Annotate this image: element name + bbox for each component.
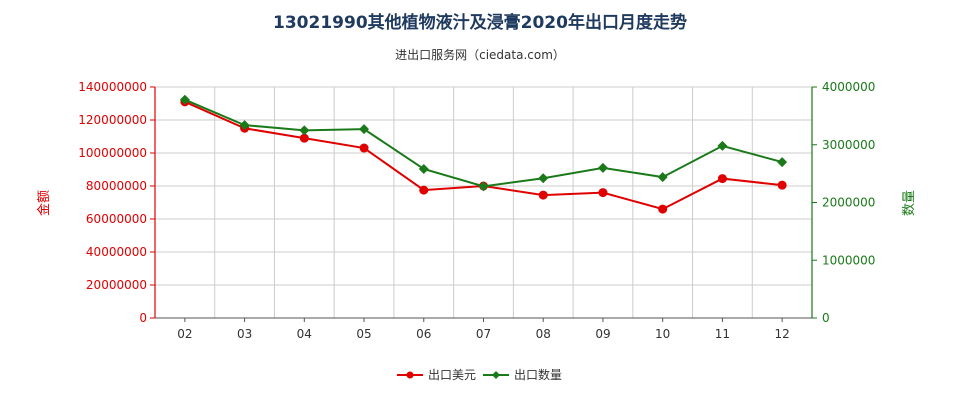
x-tick-label: 02: [177, 327, 192, 341]
legend: 出口美元 出口数量: [397, 367, 562, 382]
right-tick-label: 1000000: [822, 253, 875, 267]
legend-label-qty: 出口数量: [514, 367, 562, 382]
data-point-qty: [538, 173, 549, 184]
x-tick-label: 09: [595, 327, 610, 341]
data-point-usd: [359, 143, 369, 153]
data-point-usd: [598, 188, 608, 198]
x-tick-label: 08: [536, 327, 551, 341]
left-tick-label: 20000000: [86, 278, 147, 292]
data-point-qty: [359, 124, 370, 135]
axes: [154, 87, 813, 319]
left-tick-label: 120000000: [78, 113, 147, 127]
data-point-usd: [717, 174, 727, 184]
x-tick-label: 10: [655, 327, 670, 341]
right-tick-label: 0: [822, 311, 830, 325]
data-point-usd: [658, 204, 668, 214]
x-tick-label: 04: [297, 327, 312, 341]
data-point-qty: [478, 181, 489, 192]
series-layer: [179, 94, 788, 214]
data-point-qty: [597, 162, 608, 173]
x-tick-label: 05: [356, 327, 371, 341]
right-axis-label: 数量: [902, 190, 917, 216]
legend-item-usd[interactable]: 出口美元: [397, 368, 476, 382]
data-point-qty: [418, 164, 429, 175]
x-tick-label: 11: [715, 327, 730, 341]
right-tick-label: 2000000: [822, 196, 875, 210]
left-tick-label: 0: [139, 311, 147, 325]
chart-title: 13021990其他植物液汁及浸膏2020年出口月度走势: [273, 13, 687, 33]
x-tick-label: 07: [476, 327, 491, 341]
left-tick-label: 40000000: [86, 245, 147, 259]
left-axis-label: 金额: [36, 190, 52, 216]
left-tick-label: 80000000: [86, 179, 147, 193]
legend-item-qty[interactable]: 出口数量: [483, 367, 562, 382]
data-point-qty: [777, 157, 788, 168]
data-point-qty: [717, 140, 728, 151]
data-point-usd: [538, 190, 548, 200]
right-tick-label: 3000000: [822, 138, 875, 152]
data-point-usd: [419, 185, 429, 195]
x-tick-label: 06: [416, 327, 431, 341]
left-axis-ticks: 0 20000000 40000000 60000000 80000000 1000000…: [78, 80, 155, 325]
right-tick-label: 4000000: [822, 80, 875, 94]
x-tick-label: 03: [237, 327, 252, 341]
data-point-qty: [179, 94, 190, 105]
data-point-qty: [299, 125, 310, 136]
data-point-usd: [777, 180, 787, 190]
x-tick-label: 12: [774, 327, 789, 341]
left-tick-label: 60000000: [86, 212, 147, 226]
legend-label-usd: 出口美元: [428, 368, 476, 382]
data-point-qty: [239, 120, 250, 131]
right-axis-ticks: 0 1000000 2000000 3000000 4000000: [812, 80, 875, 325]
chart-subtitle: 进出口服务网（ciedata.com）: [395, 48, 565, 62]
data-point-qty: [657, 172, 668, 183]
grid-lines: [154, 86, 813, 319]
left-tick-label: 140000000: [78, 80, 147, 94]
left-tick-label: 100000000: [78, 146, 147, 160]
data-point-usd: [299, 133, 309, 143]
x-axis-ticks: 02 03 04 05 06 07 08 09 10 11 12: [177, 318, 790, 341]
